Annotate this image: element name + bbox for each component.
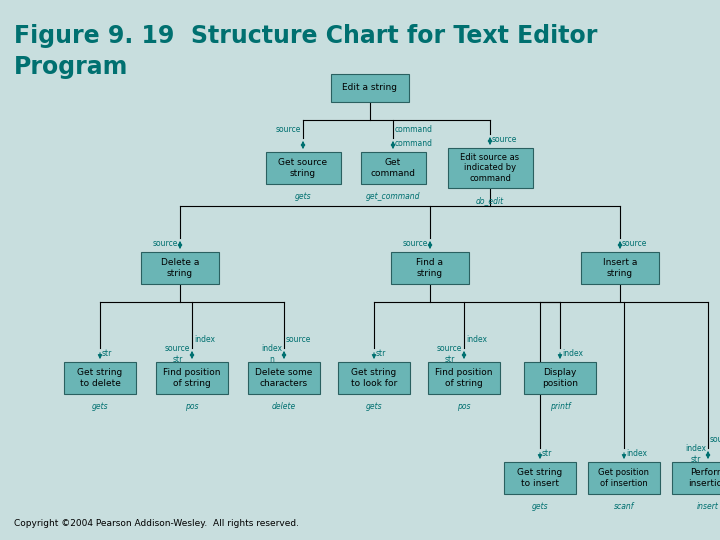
Text: Perform
insertion: Perform insertion — [688, 468, 720, 488]
Bar — [64, 362, 136, 394]
Text: Find position
of string: Find position of string — [436, 368, 492, 388]
Bar — [504, 462, 576, 494]
Text: source
str: source str — [436, 345, 462, 364]
Text: source: source — [286, 335, 311, 345]
Text: str: str — [376, 349, 387, 359]
Text: Find a
string: Find a string — [416, 258, 444, 278]
Text: source: source — [622, 240, 647, 248]
Text: gets: gets — [531, 502, 549, 511]
Text: Get string
to insert: Get string to insert — [518, 468, 562, 488]
Bar — [524, 362, 596, 394]
Text: Get string
to delete: Get string to delete — [77, 368, 122, 388]
Text: get_command: get_command — [366, 192, 420, 201]
Text: source: source — [402, 240, 428, 248]
Text: gets: gets — [366, 402, 382, 411]
Text: Get position
of insertion: Get position of insertion — [598, 468, 649, 488]
Text: str: str — [102, 349, 112, 359]
Bar — [588, 462, 660, 494]
Text: source: source — [710, 435, 720, 444]
Text: index: index — [466, 335, 487, 345]
Text: gets: gets — [294, 192, 311, 201]
Text: Delete a
string: Delete a string — [161, 258, 199, 278]
Text: source
str: source str — [165, 345, 190, 364]
Bar — [672, 462, 720, 494]
Bar — [391, 252, 469, 284]
Bar — [331, 74, 409, 102]
Text: do_edit: do_edit — [476, 196, 504, 205]
Text: scanf: scanf — [614, 502, 634, 511]
Text: Program: Program — [14, 55, 128, 79]
Text: Display
position: Display position — [542, 368, 578, 388]
Text: Copyright ©2004 Pearson Addison-Wesley.  All rights reserved.: Copyright ©2004 Pearson Addison-Wesley. … — [14, 519, 299, 528]
Text: index
str: index str — [685, 444, 706, 464]
Text: Edit source as
indicated by
command: Edit source as indicated by command — [460, 153, 520, 183]
Text: Edit a string: Edit a string — [343, 84, 397, 92]
Text: Get source
string: Get source string — [279, 158, 328, 178]
Text: index: index — [626, 449, 647, 458]
Text: Insert a
string: Insert a string — [603, 258, 637, 278]
Bar — [248, 362, 320, 394]
Bar — [266, 152, 341, 184]
Bar — [428, 362, 500, 394]
Text: Get string
to look for: Get string to look for — [351, 368, 397, 388]
Text: index: index — [194, 335, 215, 345]
Text: source: source — [492, 136, 518, 145]
Text: Find position
of string: Find position of string — [163, 368, 221, 388]
Bar — [338, 362, 410, 394]
Text: index: index — [562, 349, 583, 359]
Text: delete: delete — [272, 402, 296, 411]
Text: str: str — [542, 449, 552, 458]
Text: Delete some
characters: Delete some characters — [256, 368, 312, 388]
Text: source: source — [276, 125, 301, 134]
Text: Figure 9. 19  Structure Chart for Text Editor: Figure 9. 19 Structure Chart for Text Ed… — [14, 24, 598, 48]
Text: gets: gets — [91, 402, 108, 411]
Bar — [141, 252, 219, 284]
Text: pos: pos — [457, 402, 471, 411]
Text: source: source — [153, 240, 178, 248]
Text: index
n: index n — [261, 345, 282, 364]
Text: Get
command: Get command — [371, 158, 415, 178]
Text: command: command — [395, 125, 433, 134]
Bar — [361, 152, 426, 184]
Text: insert: insert — [697, 502, 719, 511]
Bar — [581, 252, 659, 284]
Text: printf: printf — [549, 402, 570, 411]
Bar — [448, 148, 533, 188]
Text: command: command — [395, 139, 433, 148]
Text: pos: pos — [185, 402, 199, 411]
Bar — [156, 362, 228, 394]
